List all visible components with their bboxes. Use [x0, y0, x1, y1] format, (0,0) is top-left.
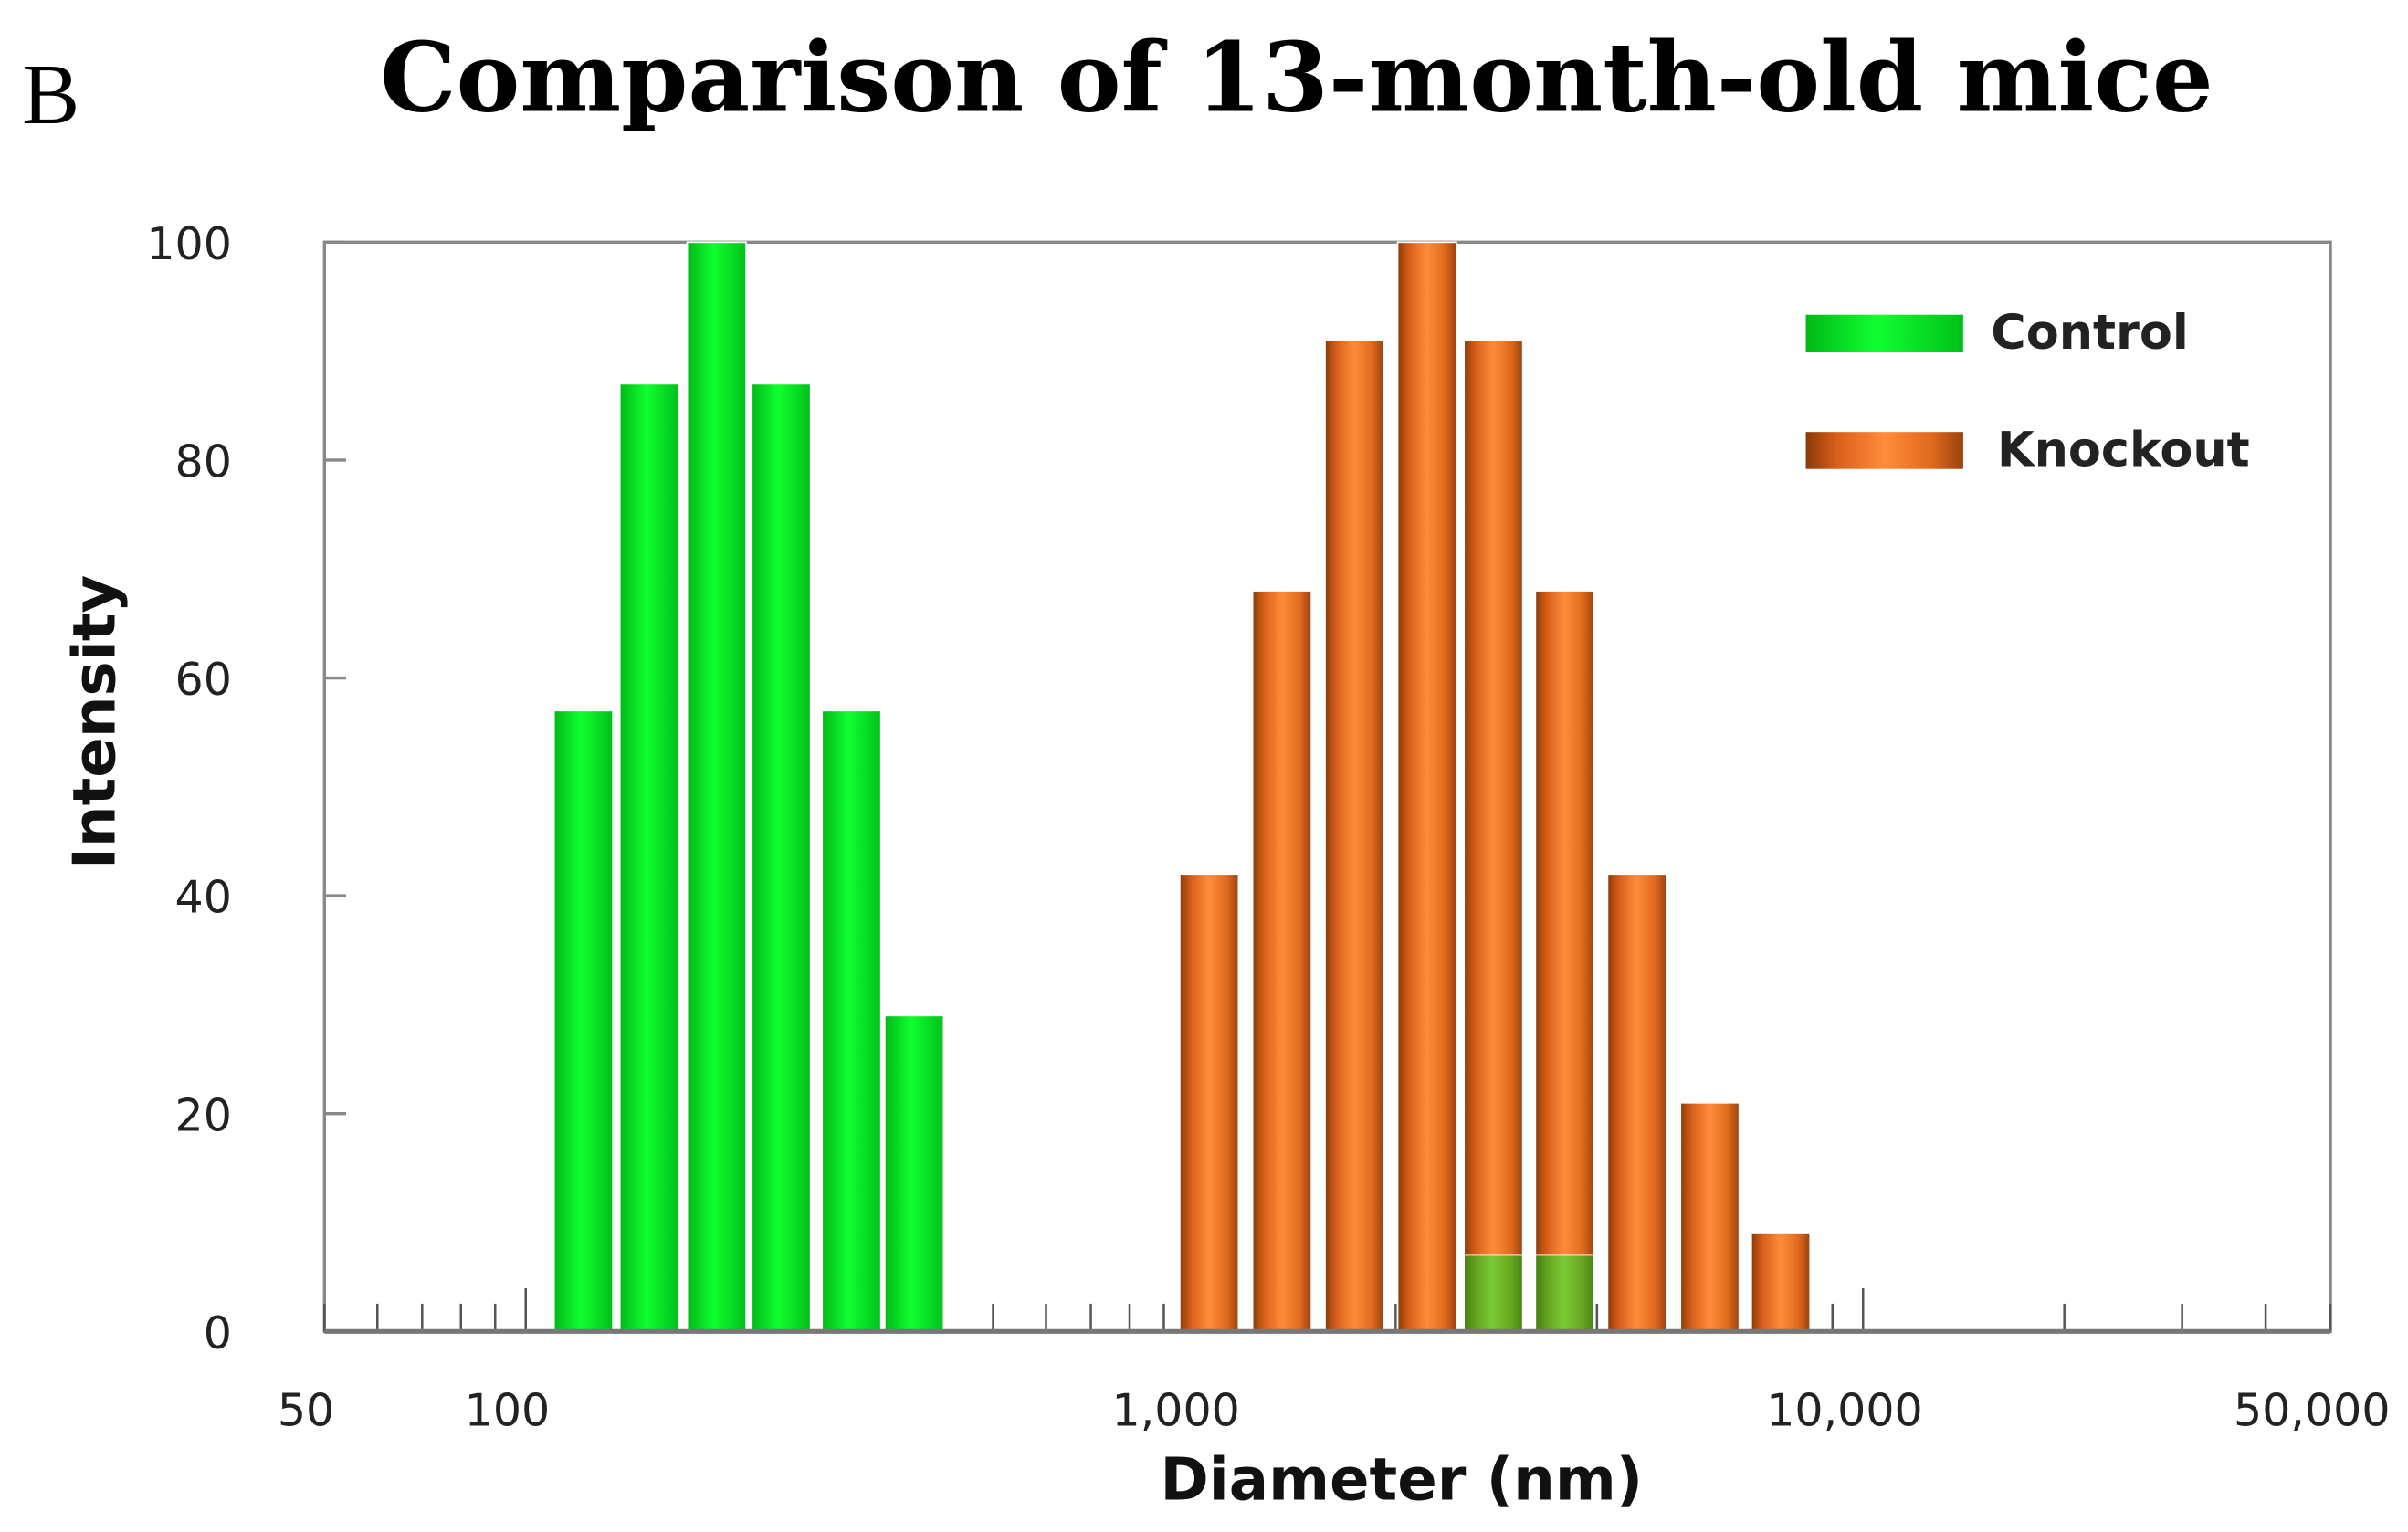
x-tick-label: 1,000: [1112, 1384, 1240, 1436]
x-tick-label: 100: [465, 1384, 551, 1436]
legend-label-knockout: Knockout: [1997, 422, 2250, 477]
y-tick-label: 100: [146, 218, 232, 270]
y-tick-label: 40: [175, 872, 232, 924]
legend-label-control: Control: [1991, 305, 2189, 361]
x-tick-label: 50,000: [2234, 1384, 2390, 1436]
chart-title: Comparison of 13-month-old mice: [380, 22, 2213, 134]
knockout-bar: [1463, 339, 1524, 1333]
knockout-bar: [1606, 873, 1667, 1333]
knockout-bar: [1396, 241, 1457, 1333]
control-bar: [821, 709, 882, 1333]
knockout-bar: [1679, 1101, 1740, 1333]
control-bar: [686, 241, 747, 1333]
panel-label: B: [22, 47, 79, 142]
y-tick-label: 60: [175, 654, 232, 706]
control-bar: [751, 383, 812, 1333]
y-tick-label: 80: [175, 435, 232, 488]
knockout-bar: [1750, 1233, 1812, 1333]
control-bar: [1534, 1254, 1595, 1333]
x-tick-label: 50: [278, 1384, 334, 1436]
legend-swatch-knockout: [1805, 432, 1963, 469]
y-tick-label: 0: [204, 1307, 232, 1359]
control-bar: [552, 709, 615, 1333]
x-tick-label: 10,000: [1766, 1384, 1922, 1436]
y-axis-label: Intensity: [60, 575, 129, 869]
knockout-bar: [1324, 339, 1385, 1333]
control-bar: [618, 383, 680, 1333]
knockout-bar: [1534, 590, 1595, 1333]
x-axis-label: Diameter (nm): [1160, 1446, 1643, 1515]
knockout-bar: [1179, 873, 1240, 1333]
legend: Control Knockout: [1805, 305, 2250, 477]
legend-swatch-control: [1805, 314, 1963, 352]
control-bar: [1463, 1254, 1524, 1333]
knockout-bar: [1251, 590, 1312, 1333]
control-bar: [884, 1014, 945, 1333]
y-tick-label: 20: [175, 1089, 232, 1141]
